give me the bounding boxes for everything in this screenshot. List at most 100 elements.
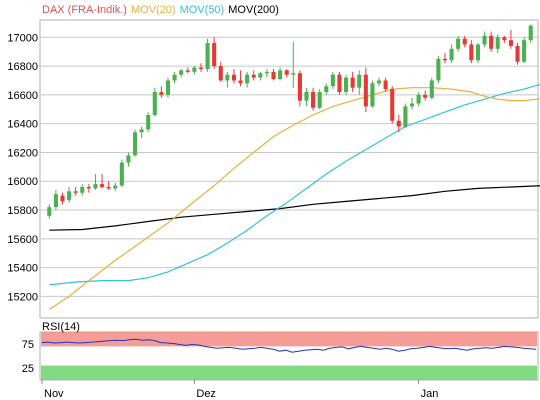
candle-body <box>396 120 401 127</box>
candle-body <box>363 74 368 107</box>
candle-body <box>508 40 513 46</box>
candle <box>251 70 256 81</box>
mov50-line <box>49 83 540 286</box>
candle <box>80 184 85 196</box>
candle-body <box>429 80 434 98</box>
mov50-layer <box>49 83 540 286</box>
y-tick-label: 15200 <box>7 291 38 303</box>
candle-body <box>409 103 415 107</box>
candle <box>278 67 283 81</box>
y-tick-label: 15800 <box>7 205 38 217</box>
candle <box>100 174 105 189</box>
candle <box>462 35 467 48</box>
candle <box>370 80 375 108</box>
candle <box>350 71 355 92</box>
y-tick-label: 16200 <box>7 147 38 159</box>
candle-body <box>192 67 197 72</box>
candle-body <box>100 184 105 187</box>
candle <box>429 77 434 100</box>
rsi-line <box>41 338 537 353</box>
y-tick-label: 16600 <box>7 90 38 102</box>
candle-body <box>165 80 171 95</box>
candle <box>423 90 428 101</box>
candle <box>198 63 204 72</box>
candle-body <box>86 186 91 189</box>
rsi-y-tick-labels: 25 75 <box>22 339 34 375</box>
main-y-tick-labels: 15200 15400 15600 15800 16000 16200 16400 16600… <box>7 32 38 303</box>
candle-body <box>456 38 461 49</box>
candle <box>218 61 223 82</box>
y-tick-label: 15400 <box>7 263 38 275</box>
candlestick-series <box>47 24 533 219</box>
candle <box>357 70 362 95</box>
candle-body <box>119 162 124 186</box>
candle <box>119 159 124 187</box>
candle-body <box>423 94 428 98</box>
candle-body <box>146 115 151 130</box>
candle-body <box>416 94 421 104</box>
candle <box>396 115 401 133</box>
mov200-layer <box>49 185 540 231</box>
candle <box>113 182 118 192</box>
mov20-line <box>48 87 540 310</box>
candle-body <box>317 91 322 108</box>
y-tick-label: 15600 <box>7 234 38 246</box>
candle <box>482 31 487 48</box>
rsi-bands <box>41 332 537 380</box>
candle-body <box>489 35 494 49</box>
candle <box>192 66 197 75</box>
candle-body <box>139 129 144 133</box>
candle-body <box>238 80 243 84</box>
mov200-line <box>49 185 540 231</box>
candle-body <box>126 155 131 163</box>
candle <box>60 192 65 205</box>
candle <box>205 38 210 72</box>
candle <box>436 55 441 84</box>
candle <box>146 112 151 133</box>
candle <box>86 184 91 193</box>
chart-legend: DAX (FRA-Indik.) MOV(20) MOV(50) MOV(200) <box>42 4 279 16</box>
rsi-band <box>41 365 537 380</box>
candle-body <box>449 48 454 61</box>
candle <box>152 87 157 117</box>
candle-body <box>179 70 184 75</box>
x-axis-label: Jan <box>421 388 439 400</box>
legend-entry: MOV(50) <box>180 4 225 16</box>
candle-body <box>231 74 236 81</box>
candle-body <box>205 43 210 69</box>
candle-body <box>350 77 355 88</box>
candle <box>344 74 349 95</box>
candle-body <box>522 40 527 62</box>
candle-body <box>436 58 441 81</box>
rsi-band <box>41 332 537 347</box>
candle <box>442 53 448 64</box>
candle <box>185 67 190 74</box>
candle-body <box>212 43 217 67</box>
y-tick-label: 16800 <box>7 61 38 73</box>
candle-body <box>376 80 382 84</box>
candle-body <box>251 74 256 78</box>
candle-body <box>264 71 269 74</box>
candle <box>126 152 131 167</box>
candle <box>258 71 263 81</box>
candle <box>93 174 98 190</box>
candle <box>383 77 388 92</box>
candle <box>522 37 527 64</box>
candle-body <box>47 207 52 216</box>
candle <box>456 35 461 52</box>
candle <box>311 87 316 111</box>
candle <box>469 40 474 64</box>
candle <box>271 68 276 81</box>
candle-body <box>113 185 118 189</box>
candle-body <box>357 74 362 88</box>
candle-body <box>106 186 111 189</box>
candle-body <box>258 73 263 78</box>
candle-body <box>291 73 296 75</box>
candle-body <box>330 74 335 87</box>
candle <box>416 91 421 107</box>
candle-body <box>370 83 375 107</box>
candle-body <box>495 37 500 49</box>
legend-entry: MOV(200) <box>228 4 279 16</box>
candle-body <box>482 35 487 45</box>
